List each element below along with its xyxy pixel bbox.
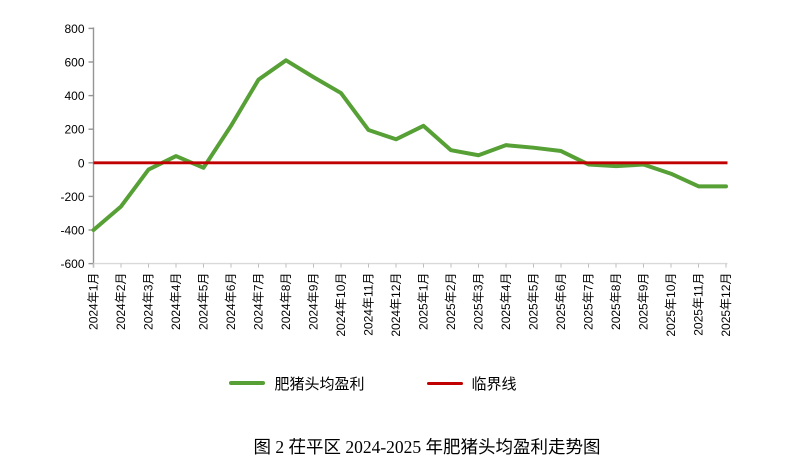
x-tick-label: 2024年9月 bbox=[307, 273, 321, 330]
x-tick-label: 2025年11月 bbox=[692, 273, 706, 336]
y-tick-label: -200 bbox=[60, 190, 84, 204]
x-tick-label: 2024年1月 bbox=[87, 273, 101, 330]
y-tick-label: -400 bbox=[60, 224, 84, 238]
x-tick-label: 2025年2月 bbox=[444, 273, 458, 330]
y-tick-label: 800 bbox=[64, 22, 84, 36]
chart-legend: 肥猪头均盈利 临界线 bbox=[0, 372, 773, 394]
y-tick-label: 200 bbox=[64, 123, 84, 137]
x-tick-label: 2024年4月 bbox=[169, 273, 183, 330]
y-tick-label: 0 bbox=[78, 156, 85, 170]
x-tick-label: 2025年3月 bbox=[472, 273, 486, 330]
figure-caption: 图 2 茌平区 2024-2025 年肥猪头均盈利走势图 bbox=[253, 437, 601, 457]
y-axis: 800 600 400 200 0 -200 -400 -600 bbox=[60, 22, 95, 271]
x-tick-label: 2025年6月 bbox=[554, 273, 568, 330]
x-tick-label: 2025年1月 bbox=[417, 273, 431, 330]
profit-line-swatch bbox=[229, 381, 266, 385]
x-tick-label: 2025年4月 bbox=[499, 273, 513, 330]
critical-line-swatch bbox=[426, 381, 463, 385]
x-tick-label: 2025年8月 bbox=[609, 273, 623, 330]
x-tick-label: 2025年10月 bbox=[664, 273, 678, 337]
y-tick-label: 600 bbox=[64, 56, 84, 70]
y-tick-label: -600 bbox=[60, 257, 84, 271]
x-tick-label: 2024年12月 bbox=[389, 273, 403, 337]
legend-item-profit: 肥猪头均盈利 bbox=[229, 373, 365, 394]
x-tick-label: 2024年11月 bbox=[362, 273, 376, 336]
x-tick-label: 2024年2月 bbox=[114, 273, 128, 330]
y-tick-label: 400 bbox=[64, 89, 84, 103]
x-tick-label: 2024年7月 bbox=[252, 273, 266, 330]
legend-item-critical: 临界线 bbox=[426, 373, 517, 394]
x-tick-label: 2025年9月 bbox=[637, 273, 651, 330]
profit-line bbox=[91, 58, 728, 232]
x-tick-label: 2024年8月 bbox=[279, 273, 293, 330]
legend-label-profit: 肥猪头均盈利 bbox=[274, 375, 365, 393]
x-axis: 2024年1月 2024年2月 2024年3月 2024年4月 2024年5月 2024年… bbox=[87, 262, 733, 337]
x-tick-label: 2024年6月 bbox=[224, 273, 238, 330]
x-tick-label: 2025年12月 bbox=[719, 273, 733, 337]
x-tick-label: 2024年3月 bbox=[142, 273, 156, 330]
x-tick-label: 2025年7月 bbox=[582, 273, 596, 330]
x-tick-label: 2024年10月 bbox=[334, 273, 348, 337]
x-tick-label: 2025年5月 bbox=[527, 273, 541, 330]
legend-label-critical: 临界线 bbox=[471, 375, 517, 393]
x-tick-label: 2024年5月 bbox=[197, 273, 211, 330]
